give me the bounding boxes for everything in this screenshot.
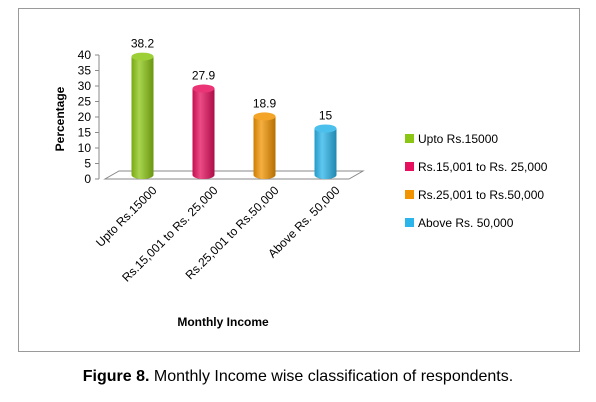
bar-body: [314, 128, 337, 179]
data-label: 15: [319, 109, 333, 123]
data-label: 27.9: [192, 69, 216, 83]
legend-label: Rs.15,001 to Rs. 25,000: [418, 160, 548, 174]
chart-floor: [103, 170, 365, 180]
legend: Upto Rs.15000 Rs.15,001 to Rs. 25,000 Rs.2…: [405, 132, 548, 230]
data-label: 38.2: [131, 37, 155, 51]
y-tick-label: 15: [78, 126, 92, 140]
bar-top: [253, 112, 276, 121]
legend-label: Rs.25,001 to Rs.50,000: [418, 188, 544, 202]
y-tick-label: 40: [78, 48, 92, 62]
legend-swatch: [405, 162, 414, 171]
y-tick-label: 5: [84, 157, 91, 171]
bar: [192, 84, 215, 179]
bar-top: [192, 84, 215, 93]
figure-caption-text: Monthly Income wise classification of re…: [149, 368, 514, 385]
figure-number: Figure 8.: [82, 368, 150, 385]
y-tick-label: 35: [78, 64, 92, 78]
chart-frame: 0 5 10 15 20 25 30 35 40 38.2 27.9 18.9 15 Upto Rs.…: [18, 8, 580, 352]
y-tick-label: 20: [78, 110, 92, 124]
bar-body: [131, 56, 154, 179]
bar: [314, 124, 337, 179]
y-tick-label: 10: [78, 141, 92, 155]
legend-item: Upto Rs.15000: [405, 132, 498, 146]
bar-top: [314, 124, 337, 133]
legend-label: Above Rs. 50,000: [418, 216, 514, 230]
legend-item: Rs.15,001 to Rs. 25,000: [405, 160, 548, 174]
x-axis-title: Monthly Income: [177, 315, 269, 329]
legend-swatch: [405, 190, 414, 199]
bar-body: [253, 116, 276, 179]
y-tick-label: 0: [84, 172, 91, 186]
x-tick-label: Upto Rs.15000: [93, 183, 160, 250]
data-label: 18.9: [253, 96, 277, 110]
legend-item: Above Rs. 50,000: [405, 216, 514, 230]
legend-label: Upto Rs.15000: [418, 132, 498, 146]
bar: [253, 112, 276, 179]
figure-caption: Figure 8. Monthly Income wise classifica…: [0, 368, 596, 386]
bar: [131, 52, 154, 179]
y-tick-label: 30: [78, 79, 92, 93]
y-tick-label: 25: [78, 95, 92, 109]
legend-swatch: [405, 218, 414, 227]
legend-item: Rs.25,001 to Rs.50,000: [405, 188, 544, 202]
bar-top: [131, 52, 154, 61]
floor-plane: [103, 170, 365, 180]
data-labels: 38.2 27.9 18.9 15: [131, 37, 333, 123]
bar-body: [192, 88, 215, 179]
legend-swatch: [405, 134, 414, 143]
bars: [131, 52, 337, 179]
y-axis-title: Percentage: [53, 86, 67, 151]
